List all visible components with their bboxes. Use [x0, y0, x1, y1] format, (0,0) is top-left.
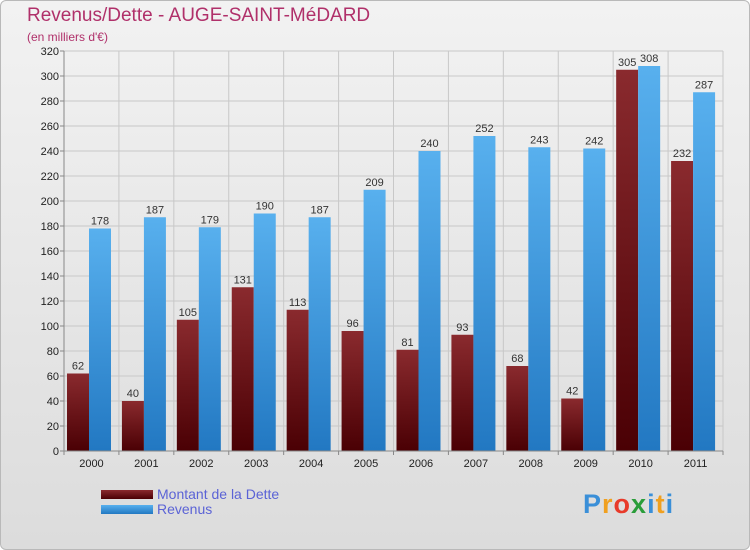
data-label-revenus: 252 — [475, 123, 493, 135]
legend-swatch-debt — [101, 490, 153, 499]
y-tick-label: 160 — [41, 246, 59, 258]
data-label-revenus: 243 — [530, 134, 548, 146]
data-label-revenus: 209 — [365, 177, 383, 189]
bar-revenus — [528, 147, 551, 451]
x-tick-label: 2001 — [134, 458, 158, 470]
y-tick-label: 300 — [41, 71, 59, 83]
logo-letter: P — [583, 489, 603, 519]
x-tick-label: 2009 — [573, 458, 597, 470]
bar-dette — [231, 287, 254, 451]
data-label-dette: 305 — [618, 57, 636, 69]
data-label-revenus: 187 — [146, 204, 164, 216]
data-label-dette: 42 — [566, 386, 578, 398]
x-tick-label: 2010 — [628, 458, 652, 470]
bar-dette — [451, 334, 474, 451]
data-label-revenus: 178 — [91, 216, 109, 228]
bars — [67, 66, 716, 451]
x-tick-label: 2003 — [244, 458, 268, 470]
bar-revenus — [363, 189, 386, 451]
bar-revenus — [638, 66, 661, 451]
axes: 0 20 40 60 80 100 120 140 160 180 200 220 240 260 280 3… — [41, 46, 724, 470]
logo-letter: t — [655, 489, 666, 519]
x-tick-label: 2006 — [409, 458, 433, 470]
x-tick-label: 2004 — [299, 458, 323, 470]
bar-dette — [506, 366, 529, 451]
grid-lines — [63, 50, 724, 452]
bar-dette — [67, 373, 89, 451]
y-tick-label: 0 — [53, 446, 59, 458]
data-label-revenus: 242 — [585, 136, 603, 148]
bar-dette — [176, 319, 199, 451]
data-label-revenus: 308 — [640, 53, 658, 65]
y-tick-label: 140 — [41, 271, 59, 283]
bar-revenus — [418, 151, 441, 451]
data-label-dette: 68 — [511, 353, 523, 365]
bar-revenus — [253, 213, 276, 451]
bar-revenus — [198, 227, 221, 451]
data-label-dette: 93 — [456, 322, 468, 334]
data-label-dette: 96 — [346, 318, 358, 330]
bar-revenus — [143, 217, 166, 451]
bar-revenus — [693, 92, 716, 451]
data-labels: 62 40 105 131 113 96 81 93 68 42 305 232 178 187 179 19… — [72, 53, 713, 400]
x-tick-label: 2002 — [189, 458, 213, 470]
y-tick-label: 200 — [41, 196, 59, 208]
bar-revenus — [583, 148, 606, 451]
data-label-revenus: 190 — [256, 201, 274, 213]
chart-subtitle: (en milliers d'€) — [27, 30, 108, 44]
bar-dette — [396, 349, 419, 451]
bar-dette — [341, 331, 364, 451]
y-tick-label: 320 — [41, 46, 59, 58]
logo-letter: o — [613, 489, 632, 519]
data-label-dette: 131 — [234, 274, 252, 286]
data-label-dette: 40 — [127, 388, 139, 400]
bar-dette — [671, 161, 694, 451]
data-label-dette: 232 — [673, 148, 691, 160]
data-label-revenus: 240 — [420, 138, 438, 150]
data-label-dette: 62 — [72, 361, 84, 373]
logo-letter: r — [602, 489, 614, 519]
data-label-revenus: 179 — [201, 214, 219, 226]
bar-dette — [286, 309, 309, 451]
logo-letter: i — [647, 489, 656, 519]
bar-revenus — [89, 228, 111, 451]
y-tick-label: 20 — [47, 421, 59, 433]
x-tick-label: 2011 — [684, 458, 708, 470]
bar-revenus — [308, 217, 331, 451]
y-tick-label: 40 — [47, 396, 59, 408]
bar-dette — [121, 401, 144, 451]
y-tick-label: 240 — [41, 146, 59, 158]
bar-dette — [561, 398, 584, 451]
data-label-dette: 105 — [179, 307, 197, 319]
data-label-dette: 113 — [289, 297, 307, 309]
y-tick-label: 260 — [41, 121, 59, 133]
x-tick-label: 2008 — [519, 458, 543, 470]
y-tick-label: 280 — [41, 96, 59, 108]
y-tick-label: 220 — [41, 171, 59, 183]
legend-swatch-revenus — [101, 505, 153, 514]
y-tick-label: 60 — [47, 371, 59, 383]
x-tick-label: 2007 — [464, 458, 488, 470]
x-tick-label: 2000 — [79, 458, 103, 470]
proxiti-logo: Proxiti — [583, 489, 674, 520]
y-tick-label: 100 — [41, 321, 59, 333]
bar-dette — [616, 69, 639, 451]
y-tick-label: 120 — [41, 296, 59, 308]
data-label-revenus: 287 — [695, 79, 713, 91]
legend-label-debt: Montant de la Dette — [157, 486, 280, 502]
legend-label-revenus: Revenus — [157, 501, 213, 517]
logo-letter: i — [665, 489, 675, 519]
y-tick-label: 80 — [47, 346, 59, 358]
y-tick-label: 180 — [41, 221, 59, 233]
chart-title: Revenus/Dette - AUGE-SAINT-MéDARD — [27, 5, 371, 26]
x-tick-label: 2005 — [354, 458, 378, 470]
data-label-revenus: 187 — [310, 204, 328, 216]
logo-letter: x — [631, 489, 648, 519]
data-label-dette: 81 — [401, 337, 413, 349]
bar-revenus — [473, 136, 496, 451]
